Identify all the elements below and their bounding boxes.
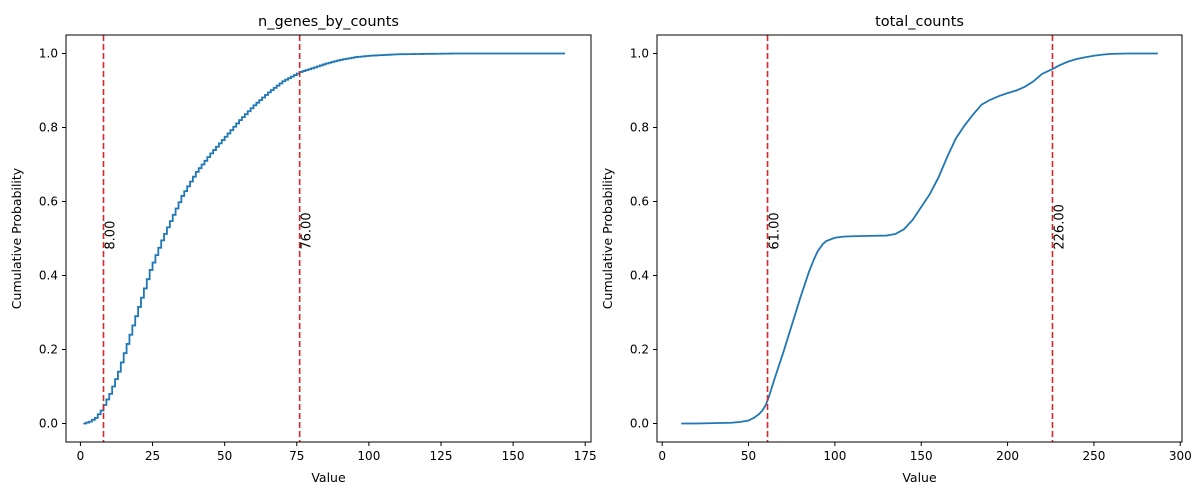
- x-tick-label: 0: [77, 449, 85, 463]
- axes-frame: [65, 34, 592, 443]
- series-line-1: [681, 52, 1158, 425]
- y-tick-label: 0.0: [630, 417, 649, 431]
- x-tick-label: 100: [823, 449, 846, 463]
- threshold-label: 61.00: [768, 212, 783, 249]
- y-tick-label: 0.6: [630, 195, 649, 209]
- y-tick-label: 0.4: [39, 269, 58, 283]
- x-tick-label: 175: [574, 449, 597, 463]
- y-tick-label: 0.4: [630, 269, 649, 283]
- x-tick-label: 125: [430, 449, 453, 463]
- x-tick-label: 0: [658, 449, 666, 463]
- x-tick-label: 200: [996, 449, 1019, 463]
- y-tick-label: 0.8: [630, 121, 649, 135]
- threshold-label: 226.00: [1052, 204, 1067, 250]
- x-tick-label: 300: [1169, 449, 1192, 463]
- y-tick-label: 0.0: [39, 417, 58, 431]
- x-axis-label: Value: [902, 470, 937, 485]
- chart-panel-1: n_genes_by_counts 0 25 50 75 100 125 150 175 0.0 0…: [9, 14, 597, 485]
- x-tick-label: 50: [741, 449, 756, 463]
- y-tick-label: 0.2: [39, 343, 58, 357]
- series-line-1: [83, 52, 566, 425]
- x-tick-label: 150: [910, 449, 933, 463]
- chart-title: n_genes_by_counts: [258, 14, 399, 30]
- y-axis-label: Cumulative Probability: [9, 167, 24, 309]
- y-tick-label: 1.0: [39, 47, 58, 61]
- y-tick-label: 0.6: [39, 195, 58, 209]
- threshold-label: 76.00: [300, 212, 315, 249]
- x-tick-label: 250: [1082, 449, 1105, 463]
- x-tick-label: 25: [145, 449, 160, 463]
- x-tick-label: 150: [502, 449, 525, 463]
- y-axis-label: Cumulative Probability: [600, 167, 615, 309]
- y-tick-label: 0.2: [630, 343, 649, 357]
- chart-panel-2: total_counts 0 50 100 150 200 250 300 0.0 0.2 0.4 0…: [600, 14, 1192, 485]
- x-axis-label: Value: [311, 470, 346, 485]
- y-tick-label: 1.0: [630, 47, 649, 61]
- x-tick-label: 75: [289, 449, 304, 463]
- x-tick-label: 100: [357, 449, 380, 463]
- axes-frame: [656, 34, 1183, 443]
- x-tick-label: 50: [217, 449, 232, 463]
- y-tick-label: 0.8: [39, 121, 58, 135]
- threshold-label: 8.00: [104, 221, 119, 250]
- chart-title: total_counts: [875, 14, 964, 30]
